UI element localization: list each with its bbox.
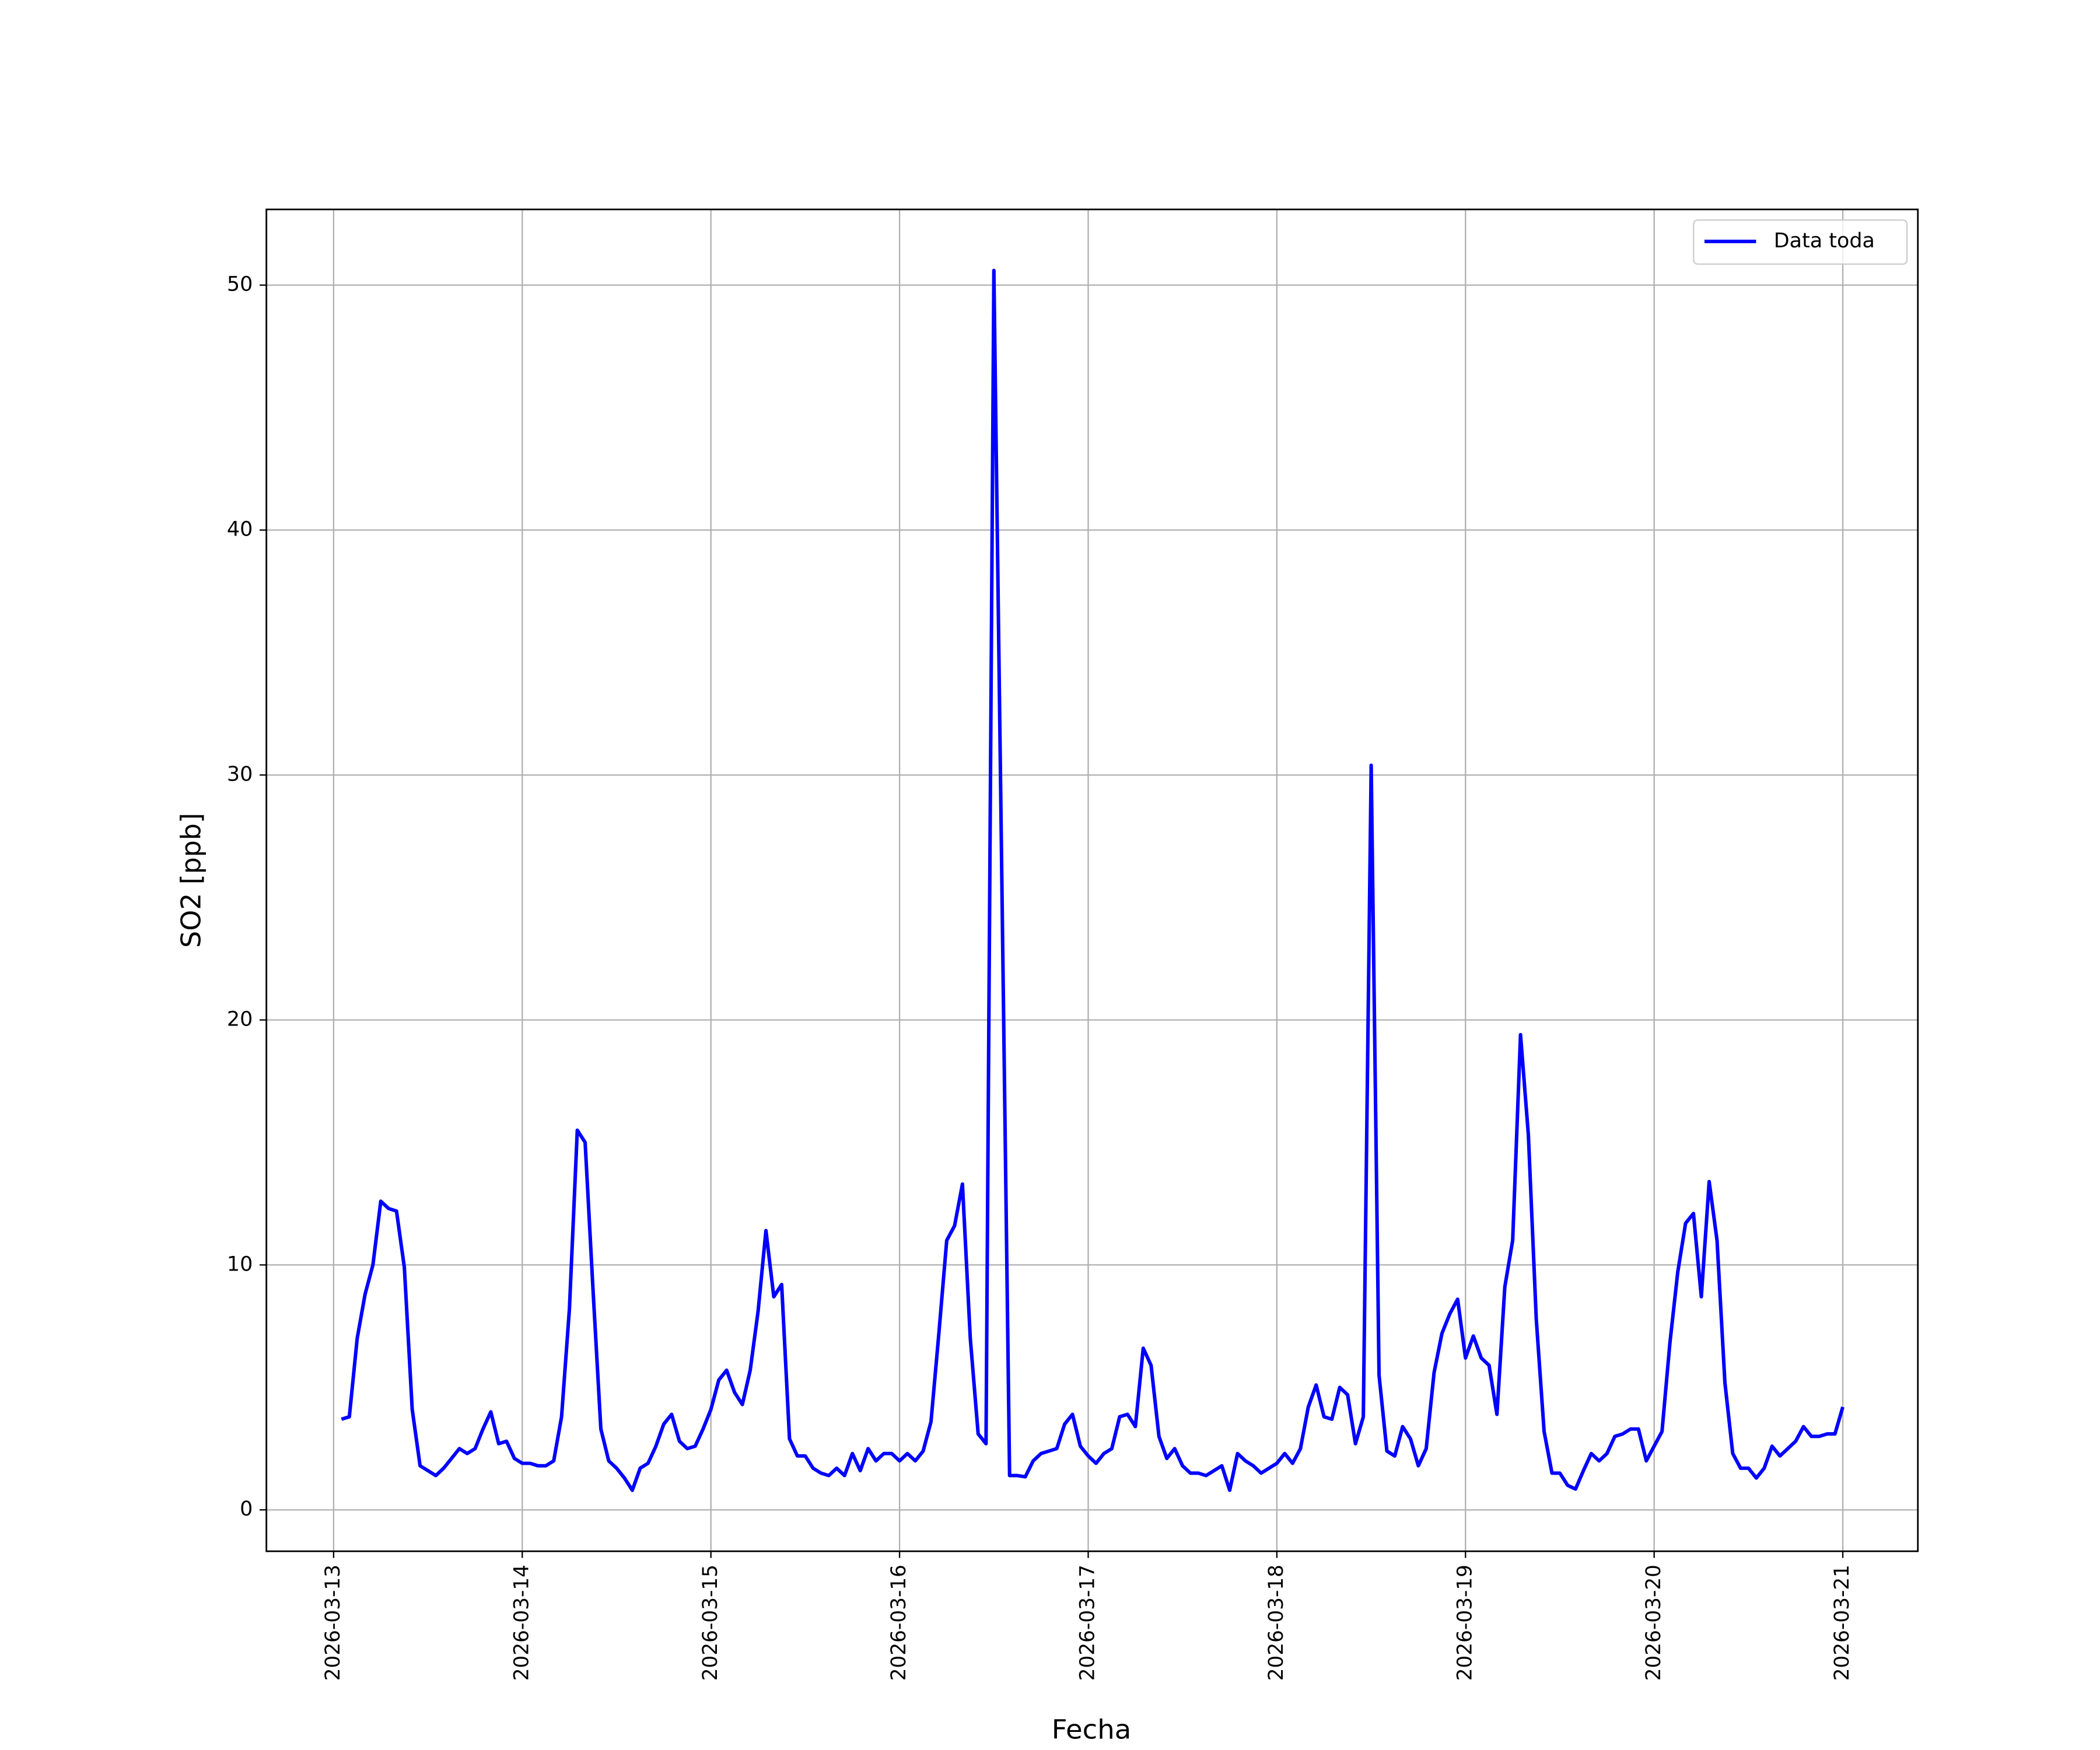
x-tick-label: 2026-03-19 — [1453, 1564, 1476, 1681]
x-tick-label: 2026-03-20 — [1642, 1564, 1665, 1681]
y-tick-label: 30 — [227, 763, 253, 786]
x-tick-label: 2026-03-21 — [1831, 1564, 1854, 1681]
y-tick-label: 10 — [227, 1253, 253, 1276]
x-axis-label: Fecha — [1052, 1714, 1132, 1745]
y-axis-label: SO2 [ppb] — [175, 813, 207, 947]
y-tick-label: 0 — [240, 1498, 253, 1521]
legend-label: Data toda — [1774, 229, 1875, 253]
x-tick-label: 2026-03-16 — [887, 1564, 911, 1681]
x-tick-label: 2026-03-15 — [699, 1564, 722, 1681]
x-tick-label: 2026-03-13 — [321, 1564, 345, 1681]
y-tick-label: 50 — [227, 273, 253, 296]
legend-box — [1693, 219, 1908, 265]
y-tick-label: 40 — [227, 518, 253, 541]
plot-frame — [265, 208, 1919, 1552]
data-line — [341, 268, 1845, 1492]
x-tick-label: 2026-03-18 — [1265, 1564, 1288, 1681]
y-tick-label: 20 — [227, 1008, 253, 1031]
x-tick-label: 2026-03-14 — [510, 1564, 533, 1681]
x-tick-label: 2026-03-17 — [1076, 1564, 1099, 1681]
